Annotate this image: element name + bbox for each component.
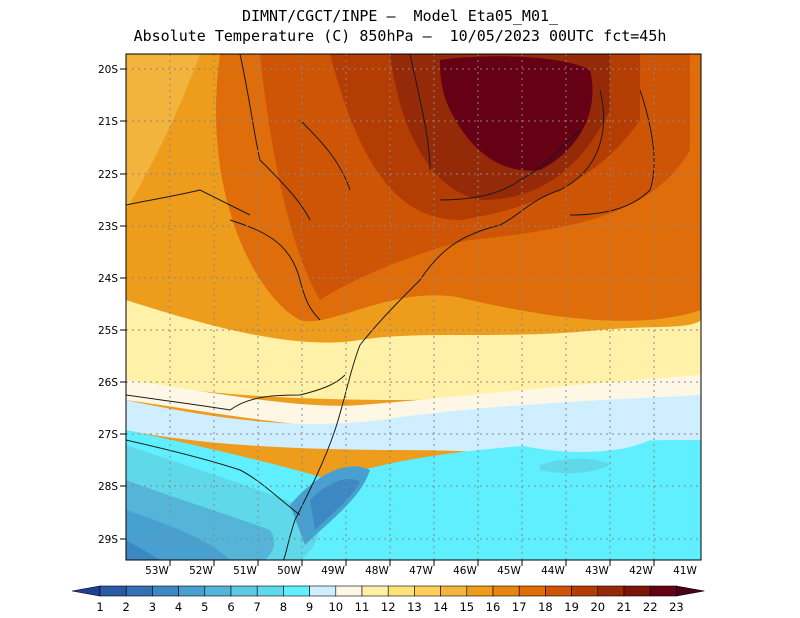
colorbar-label: 17	[512, 600, 527, 614]
colorbar-label: 11	[355, 600, 370, 614]
colorbar-swatch	[676, 585, 705, 597]
lon-label: 49W	[321, 565, 345, 577]
colorbar-label: 13	[407, 600, 422, 614]
colorbar-swatch	[597, 585, 625, 597]
colorbar-swatch	[178, 585, 206, 597]
latitude-labels: 20S 21S 22S 23S 24S 25S 26S 27S 28S 29S	[98, 64, 118, 546]
lat-label: 23S	[98, 221, 118, 233]
lat-label: 27S	[98, 429, 118, 441]
lon-label: 44W	[541, 565, 565, 577]
colorbar-label: 23	[669, 600, 684, 614]
colorbar-label: 2	[123, 600, 130, 614]
chart-title-line2: Absolute Temperature (C) 850hPa – 10/05/…	[133, 27, 667, 45]
colorbar-swatch	[361, 585, 389, 597]
colorbar-swatch	[256, 585, 284, 597]
colorbar: 1 2 3 4 5 6 7 8 9 10 11 12 13 14 15 16 17 18 19 20 21 22 23	[71, 585, 705, 614]
lon-label: 47W	[409, 565, 433, 577]
lon-label: 53W	[145, 565, 169, 577]
colorbar-label: 15	[459, 600, 474, 614]
colorbar-label: 12	[381, 600, 396, 614]
lon-label: 41W	[673, 565, 697, 577]
lon-label: 51W	[233, 565, 257, 577]
colorbar-label: 21	[617, 600, 632, 614]
colorbar-label: 19	[564, 600, 579, 614]
colorbar-label: 14	[433, 600, 448, 614]
colorbar-swatch	[309, 585, 337, 597]
colorbar-label: 22	[643, 600, 658, 614]
colorbar-swatch	[571, 585, 599, 597]
colorbar-swatch	[466, 585, 494, 597]
map-frame	[125, 53, 702, 561]
lon-label: 46W	[453, 565, 477, 577]
lat-label: 28S	[98, 481, 118, 493]
lon-label: 52W	[189, 565, 213, 577]
lon-label: 43W	[585, 565, 609, 577]
lat-label: 29S	[98, 534, 118, 546]
colorbar-label: 7	[254, 600, 261, 614]
colorbar-swatch	[71, 585, 101, 597]
colorbar-swatch	[335, 585, 363, 597]
lon-label: 48W	[365, 565, 389, 577]
colorbar-swatch	[623, 585, 651, 597]
colorbar-swatch	[283, 585, 310, 597]
lat-label: 26S	[98, 377, 118, 389]
colorbar-swatch	[414, 585, 441, 597]
colorbar-label: 18	[538, 600, 553, 614]
colorbar-swatch	[204, 585, 232, 597]
axis-ticks	[120, 68, 655, 566]
colorbar-label: 9	[306, 600, 313, 614]
graticule	[126, 54, 701, 560]
colorbar-label: 3	[149, 600, 156, 614]
lat-label: 22S	[98, 169, 118, 181]
colorbar-label: 10	[328, 600, 343, 614]
colorbar-swatch	[518, 585, 546, 597]
lon-label: 45W	[497, 565, 521, 577]
lat-label: 20S	[98, 64, 118, 76]
longitude-labels: 53W 52W 51W 50W 49W 48W 47W 46W 45W 44W …	[145, 565, 697, 577]
colorbar-label: 5	[201, 600, 208, 614]
lon-label: 42W	[629, 565, 653, 577]
colorbar-label: 16	[486, 600, 501, 614]
temperature-field	[126, 54, 701, 560]
colorbar-label: 4	[175, 600, 182, 614]
colorbar-swatch	[125, 585, 153, 597]
colorbar-label: 6	[227, 600, 234, 614]
colorbar-label: 1	[96, 600, 103, 614]
colorbar-swatch	[440, 585, 468, 597]
colorbar-swatch	[152, 585, 179, 597]
colorbar-label: 20	[590, 600, 605, 614]
colorbar-swatch	[387, 585, 415, 597]
chart-title-line1: DIMNT/CGCT/INPE – Model Eta05_M01_	[241, 7, 559, 25]
colorbar-swatch	[649, 585, 677, 597]
colorbar-swatch	[99, 585, 127, 597]
lat-label: 25S	[98, 325, 118, 337]
colorbar-swatch	[230, 585, 258, 597]
lat-label: 24S	[98, 273, 118, 285]
colorbar-swatch	[492, 585, 520, 597]
colorbar-label: 8	[280, 600, 287, 614]
lat-label: 21S	[98, 116, 118, 128]
coastlines-and-borders	[126, 54, 655, 560]
lon-label: 50W	[277, 565, 301, 577]
colorbar-swatch	[545, 585, 572, 597]
